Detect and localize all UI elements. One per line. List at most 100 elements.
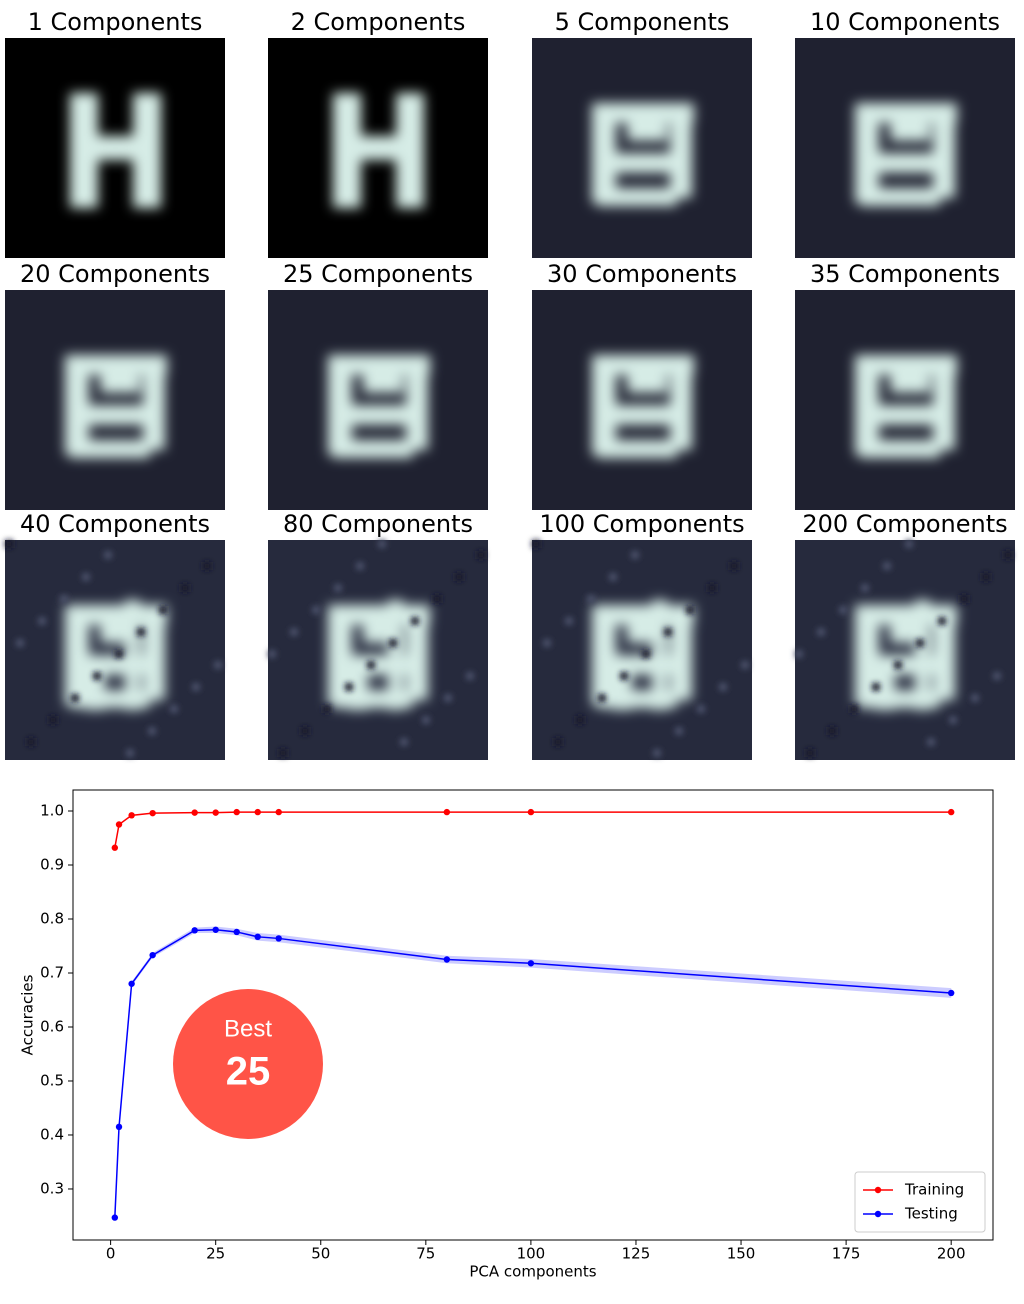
glyph-stroke xyxy=(604,153,689,173)
panel-image xyxy=(268,540,488,760)
noise-px xyxy=(675,727,683,735)
noise-px xyxy=(532,540,540,548)
panel-bg xyxy=(795,540,1015,760)
y-tick-label: 0.9 xyxy=(40,856,64,874)
noise-px xyxy=(686,606,694,614)
glyph-stroke xyxy=(597,188,677,206)
noise-px xyxy=(181,584,189,592)
glyph-stroke xyxy=(915,600,930,710)
noise-px xyxy=(806,749,814,757)
glyph-stroke xyxy=(594,355,694,375)
glyph-stroke xyxy=(857,103,957,123)
panel-bg xyxy=(5,290,225,510)
y-axis-label: Accuracies xyxy=(19,974,37,1055)
glyph-stroke xyxy=(363,375,403,393)
noise-px xyxy=(861,584,869,592)
noise-px xyxy=(883,562,891,570)
data-point xyxy=(128,980,135,987)
noise-px xyxy=(642,650,650,658)
noise-px xyxy=(71,694,79,702)
panel-title: 5 Components xyxy=(555,8,730,36)
glyph-stroke xyxy=(330,355,430,375)
noise-px xyxy=(137,628,145,636)
panel-title: 100 Components xyxy=(539,510,744,538)
noise-px xyxy=(587,595,595,603)
noise-px xyxy=(367,661,375,669)
panel-bg xyxy=(795,290,1015,510)
noise-px xyxy=(290,628,298,636)
glyph-stroke xyxy=(406,605,428,700)
data-point xyxy=(128,812,135,819)
glyph xyxy=(328,355,430,458)
noise-px xyxy=(16,639,24,647)
legend-dot xyxy=(874,1186,882,1194)
noise-px xyxy=(400,738,408,746)
noise-px xyxy=(378,540,386,548)
panel-image xyxy=(5,540,225,760)
glyph-stroke xyxy=(933,605,955,700)
glyph-stroke xyxy=(670,605,692,700)
glyph-stroke xyxy=(594,103,694,123)
noise-px xyxy=(631,551,639,559)
glyph-stroke xyxy=(867,153,952,173)
panel-title: 20 Components xyxy=(20,260,210,288)
noise-px xyxy=(148,727,156,735)
noise-px xyxy=(268,650,276,658)
glyph xyxy=(65,355,167,458)
noise-px xyxy=(466,672,474,680)
glyph xyxy=(328,600,430,710)
noise-px xyxy=(927,738,935,746)
legend-label: Training xyxy=(904,1181,964,1199)
x-tick-label: 150 xyxy=(727,1245,756,1263)
glyph-stroke xyxy=(80,136,150,160)
noise-px xyxy=(115,650,123,658)
noise-px xyxy=(126,749,134,757)
noise-px xyxy=(170,705,178,713)
glyph-stroke xyxy=(67,605,167,625)
glyph xyxy=(855,103,957,206)
annotation-text: Best xyxy=(224,1015,272,1042)
noise-px xyxy=(795,650,803,658)
series-line xyxy=(114,929,952,1218)
legend-dot xyxy=(874,1210,882,1218)
legend-label: Testing xyxy=(904,1205,958,1223)
data-point xyxy=(527,960,535,967)
noise-px xyxy=(477,551,485,559)
glyph-stroke xyxy=(867,405,952,425)
x-tick-label: 175 xyxy=(832,1245,861,1263)
noise-px xyxy=(905,540,913,548)
noise-px xyxy=(27,738,35,746)
panel-image xyxy=(268,290,488,510)
annotation-value: 25 xyxy=(226,1050,271,1094)
panel-image xyxy=(5,38,225,258)
noise-px xyxy=(982,573,990,581)
noise-px xyxy=(872,683,880,691)
noise-px xyxy=(334,584,342,592)
noise-px xyxy=(301,727,309,735)
panel-image xyxy=(532,290,752,510)
panel-image xyxy=(795,290,1015,510)
noise-px xyxy=(312,606,320,614)
panel-title: 200 Components xyxy=(802,510,1007,538)
glyph xyxy=(592,355,694,458)
noise-px xyxy=(960,595,968,603)
glyph-stroke xyxy=(857,605,957,625)
noise-px xyxy=(411,617,419,625)
x-tick-label: 125 xyxy=(622,1245,651,1263)
noise-px xyxy=(323,705,331,713)
noise-px xyxy=(828,727,836,735)
noise-px xyxy=(839,606,847,614)
x-tick-label: 25 xyxy=(206,1245,225,1263)
noise-px xyxy=(455,573,463,581)
data-point xyxy=(443,808,451,816)
noise-px xyxy=(708,584,716,592)
noise-px xyxy=(104,551,112,559)
noise xyxy=(795,540,1012,757)
y-tick-label: 0.5 xyxy=(40,1071,64,1089)
panel-title: 1 Components xyxy=(28,8,203,36)
glyph-stroke xyxy=(627,375,667,393)
glyph-stroke xyxy=(70,440,150,458)
noise-px xyxy=(598,694,606,702)
data-point xyxy=(947,808,955,816)
